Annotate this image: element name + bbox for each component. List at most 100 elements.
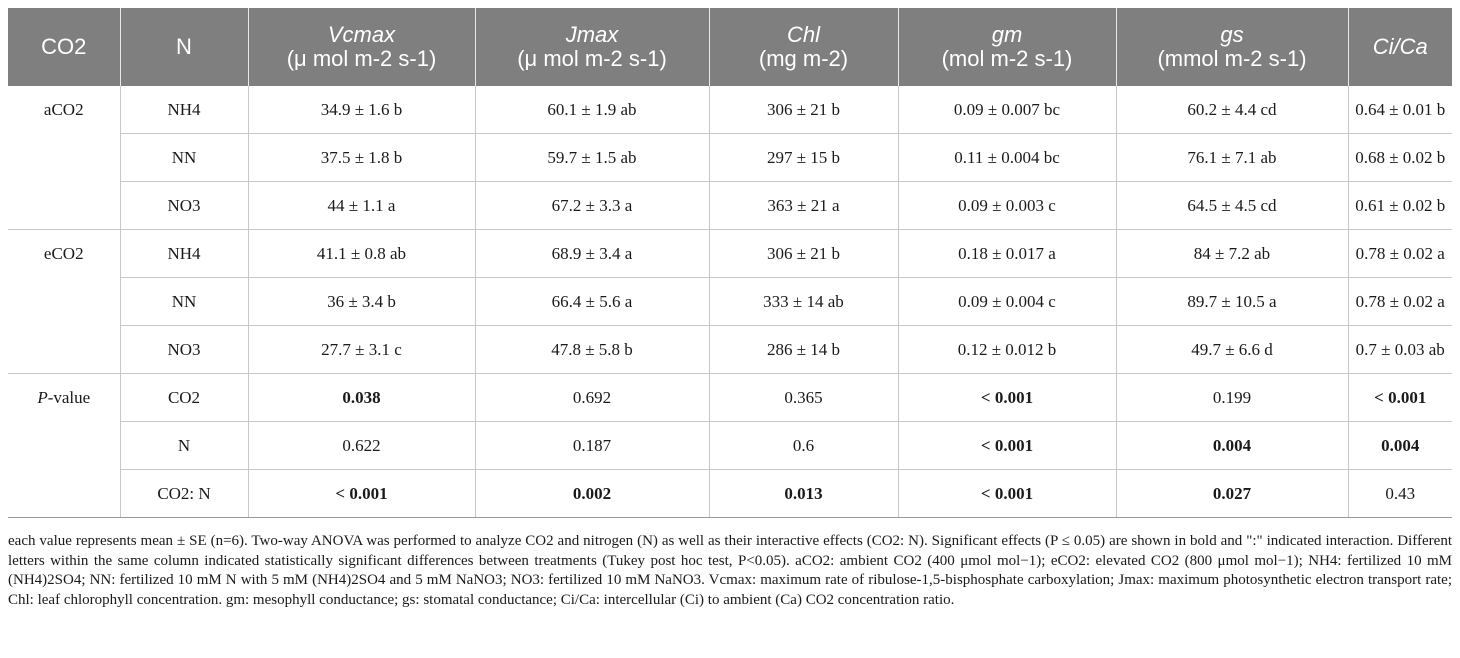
cell-ci-ca: 0.004: [1347, 421, 1452, 470]
cell-jmax: 60.1 ± 1.9 ab: [474, 86, 709, 134]
cell-n: NO3: [119, 325, 248, 374]
cell-chl: 363 ± 21 a: [708, 181, 898, 230]
cell-gm: 0.11 ± 0.004 bc: [897, 133, 1116, 182]
cell-vcmax: < 0.001: [247, 469, 475, 518]
cell-vcmax: 44 ± 1.1 a: [247, 181, 475, 230]
cell-gm: < 0.001: [897, 421, 1116, 470]
cell-jmax: 47.8 ± 5.8 b: [474, 325, 709, 374]
cell-ci-ca: 0.78 ± 0.02 a: [1347, 277, 1452, 326]
cell-jmax: 0.187: [474, 421, 709, 470]
table-footnote: each value represents mean ± SE (n=6). T…: [8, 533, 1452, 608]
header-vcmax-symbol: Vcmax: [327, 22, 396, 47]
table-container: CO2 N Vcmax (μ mol m-2 s-1) Jmax (μ mol …: [8, 8, 1452, 610]
cell-co2: [8, 134, 120, 182]
cell-gm: 0.12 ± 0.012 b: [897, 325, 1116, 374]
cell-vcmax: 36 ± 3.4 b: [247, 277, 475, 326]
header-gs-symbol: gs: [1220, 22, 1244, 47]
cell-ci-ca: < 0.001: [1347, 373, 1452, 422]
results-table: CO2 N Vcmax (μ mol m-2 s-1) Jmax (μ mol …: [8, 8, 1452, 518]
cell-ci-ca: 0.61 ± 0.02 b: [1347, 181, 1452, 230]
cell-chl: 0.365: [708, 373, 898, 422]
header-gm-symbol: gm: [991, 22, 1023, 47]
header-ci-ca-symbol: Ci/Ca: [1372, 34, 1428, 59]
cell-gs: 0.199: [1115, 373, 1348, 422]
cell-empty: [8, 422, 120, 470]
cell-co2: [8, 278, 120, 326]
pvalue-row: P-value CO2 0.038 0.692 0.365 < 0.001 0.…: [8, 373, 1452, 422]
cell-gm: < 0.001: [897, 469, 1116, 518]
header-jmax-unit: (μ mol m-2 s-1): [517, 46, 667, 71]
cell-chl: 333 ± 14 ab: [708, 277, 898, 326]
cell-co2: [8, 181, 120, 230]
cell-jmax: 67.2 ± 3.3 a: [474, 181, 709, 230]
header-chl: Chl (mg m-2): [708, 8, 898, 86]
cell-vcmax: 37.5 ± 1.8 b: [247, 133, 475, 182]
table-row: NN 37.5 ± 1.8 b 59.7 ± 1.5 ab 297 ± 15 b…: [8, 133, 1452, 182]
pvalue-label-p: P: [37, 387, 48, 407]
cell-chl: 286 ± 14 b: [708, 325, 898, 374]
header-gs-unit: (mmol m-2 s-1): [1157, 46, 1307, 71]
cell-jmax: 0.692: [474, 373, 709, 422]
cell-ci-ca: 0.64 ± 0.01 b: [1347, 86, 1452, 134]
cell-chl: 0.6: [708, 421, 898, 470]
cell-ci-ca: 0.78 ± 0.02 a: [1347, 229, 1452, 278]
pvalue-label-rest: -value: [47, 387, 91, 407]
cell-gs: 76.1 ± 7.1 ab: [1115, 133, 1348, 182]
cell-factor: CO2: [119, 373, 248, 422]
cell-jmax: 66.4 ± 5.6 a: [474, 277, 709, 326]
table-row: NN 36 ± 3.4 b 66.4 ± 5.6 a 333 ± 14 ab 0…: [8, 277, 1452, 326]
cell-empty: [8, 469, 120, 518]
cell-jmax: 68.9 ± 3.4 a: [474, 229, 709, 278]
pvalue-row: CO2: N < 0.001 0.002 0.013 < 0.001 0.027…: [8, 469, 1452, 518]
cell-vcmax: 41.1 ± 0.8 ab: [247, 229, 475, 278]
cell-chl: 306 ± 21 b: [708, 229, 898, 278]
header-vcmax: Vcmax (μ mol m-2 s-1): [247, 8, 475, 86]
table-row: eCO2 NH4 41.1 ± 0.8 ab 68.9 ± 3.4 a 306 …: [8, 229, 1452, 278]
cell-n: NN: [119, 277, 248, 326]
cell-vcmax: 34.9 ± 1.6 b: [247, 86, 475, 134]
header-gm-unit: (mol m-2 s-1): [941, 46, 1073, 71]
header-vcmax-unit: (μ mol m-2 s-1): [286, 46, 437, 71]
cell-vcmax: 27.7 ± 3.1 c: [247, 325, 475, 374]
cell-factor: CO2: N: [119, 469, 248, 518]
cell-gm: 0.09 ± 0.003 c: [897, 181, 1116, 230]
header-chl-unit: (mg m-2): [758, 46, 849, 71]
cell-co2: aCO2: [43, 99, 84, 119]
cell-gs: 84 ± 7.2 ab: [1115, 229, 1348, 278]
header-gm: gm (mol m-2 s-1): [897, 8, 1116, 86]
cell-gs: 0.004: [1115, 421, 1348, 470]
cell-factor: N: [119, 421, 248, 470]
header-gs: gs (mmol m-2 s-1): [1115, 8, 1348, 86]
cell-gs: 0.027: [1115, 469, 1348, 518]
cell-chl: 0.013: [708, 469, 898, 518]
cell-n: NO3: [119, 181, 248, 230]
cell-vcmax: 0.038: [247, 373, 475, 422]
cell-ci-ca: 0.68 ± 0.02 b: [1347, 133, 1452, 182]
header-ci-ca: Ci/Ca: [1347, 8, 1452, 86]
cell-co2: eCO2: [43, 243, 84, 263]
header-chl-symbol: Chl: [786, 22, 820, 47]
cell-co2: [8, 325, 120, 374]
header-row: CO2 N Vcmax (μ mol m-2 s-1) Jmax (μ mol …: [8, 8, 1452, 86]
cell-chl: 297 ± 15 b: [708, 133, 898, 182]
cell-gs: 89.7 ± 10.5 a: [1115, 277, 1348, 326]
cell-jmax: 59.7 ± 1.5 ab: [474, 133, 709, 182]
header-n: N: [119, 8, 248, 86]
cell-gm: 0.09 ± 0.004 c: [897, 277, 1116, 326]
pvalue-row: N 0.622 0.187 0.6 < 0.001 0.004 0.004: [8, 421, 1452, 470]
cell-n: NN: [119, 133, 248, 182]
header-co2: CO2: [8, 8, 120, 86]
pvalue-label: P-value: [8, 374, 120, 422]
cell-gs: 64.5 ± 4.5 cd: [1115, 181, 1348, 230]
cell-gs: 60.2 ± 4.4 cd: [1115, 86, 1348, 134]
cell-gm: < 0.001: [897, 373, 1116, 422]
cell-vcmax: 0.622: [247, 421, 475, 470]
cell-jmax: 0.002: [474, 469, 709, 518]
cell-n: NH4: [119, 86, 248, 134]
cell-ci-ca: 0.43: [1347, 469, 1452, 518]
cell-ci-ca: 0.7 ± 0.03 ab: [1347, 325, 1452, 374]
table-row: NO3 27.7 ± 3.1 c 47.8 ± 5.8 b 286 ± 14 b…: [8, 325, 1452, 374]
cell-gs: 49.7 ± 6.6 d: [1115, 325, 1348, 374]
cell-gm: 0.18 ± 0.017 a: [897, 229, 1116, 278]
cell-n: NH4: [119, 229, 248, 278]
